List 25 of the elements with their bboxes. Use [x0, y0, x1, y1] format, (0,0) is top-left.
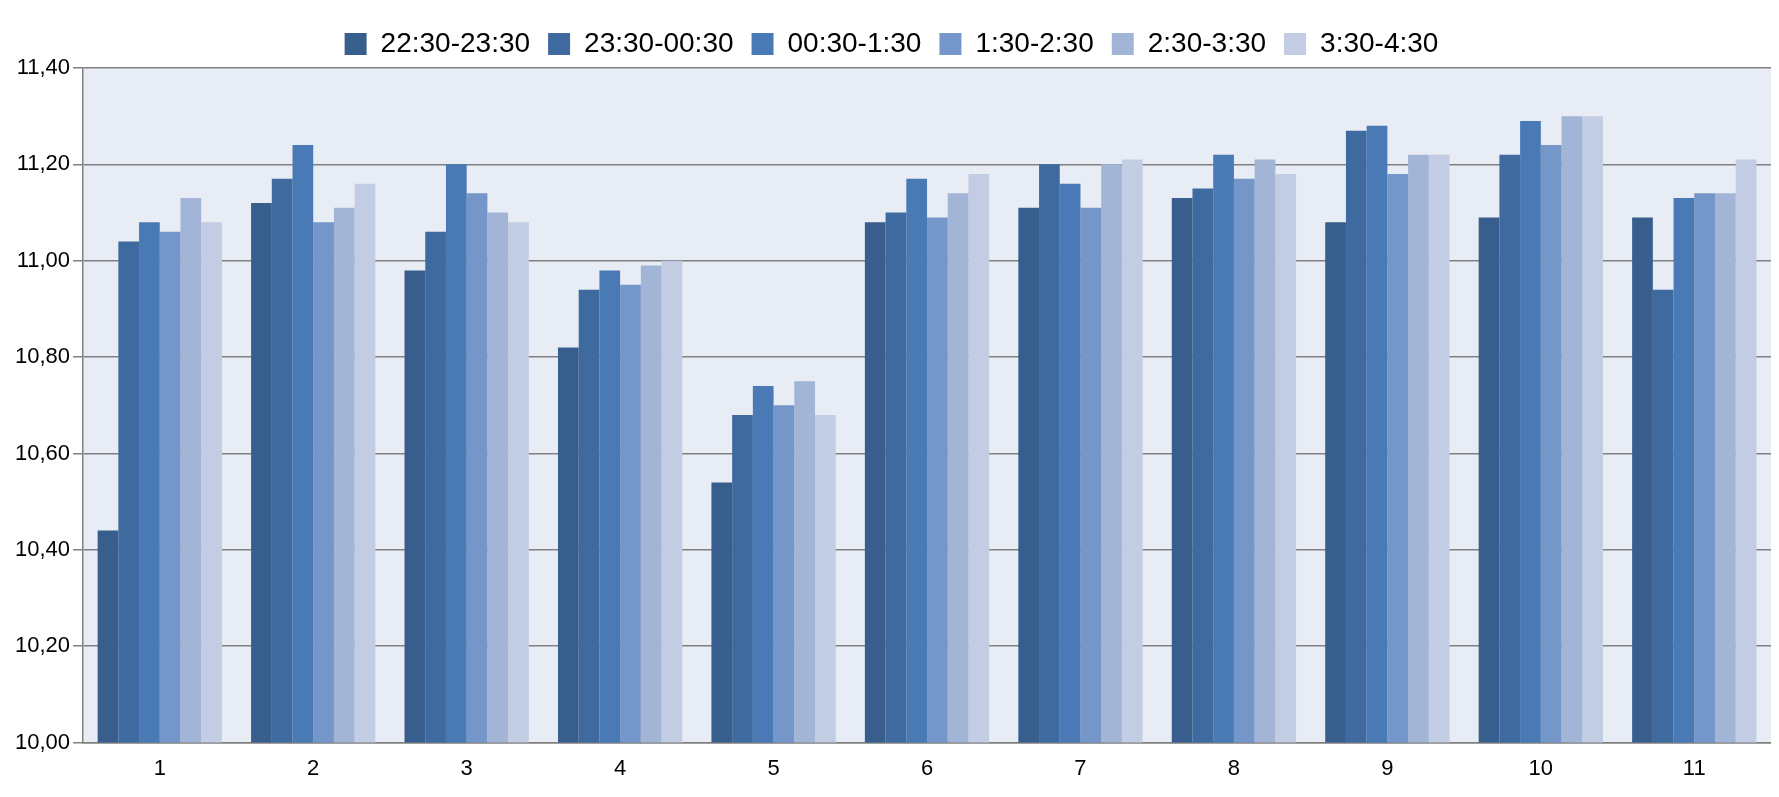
- x-tick-label: 6: [920, 754, 934, 780]
- legend-label: 00:30-1:30: [787, 26, 922, 58]
- x-tick-label: 11: [1682, 754, 1706, 780]
- y-tick-label: 10,40: [14, 535, 71, 561]
- y-tick-label: 10,00: [14, 728, 71, 754]
- y-tick-label: 11,20: [16, 150, 71, 176]
- x-tick-label: 7: [1074, 754, 1087, 780]
- x-tick-label: 8: [1227, 754, 1241, 780]
- x-tick-label: 1: [153, 754, 166, 780]
- y-tick-label: 10,20: [14, 632, 71, 658]
- y-tick-label: 11,00: [16, 246, 71, 272]
- legend-label: 22:30-23:30: [380, 26, 531, 58]
- y-tick-label: 11,40: [16, 54, 71, 80]
- x-tick-label: 4: [614, 754, 627, 780]
- y-tick-label: 10,60: [14, 439, 71, 465]
- legend-label: 23:30-00:30: [584, 26, 734, 58]
- x-tick-label: 9: [1381, 754, 1394, 780]
- x-tick-label: 3: [460, 754, 473, 780]
- legend-label: 1:30-2:30: [975, 26, 1094, 58]
- x-tick-label: 10: [1528, 754, 1554, 780]
- legend-label: 3:30-4:30: [1320, 26, 1439, 58]
- x-tick-label: 2: [307, 754, 320, 780]
- y-tick-label: 10,80: [14, 343, 71, 369]
- legend-label: 2:30-3:30: [1147, 26, 1267, 58]
- x-tick-label: 5: [767, 754, 780, 780]
